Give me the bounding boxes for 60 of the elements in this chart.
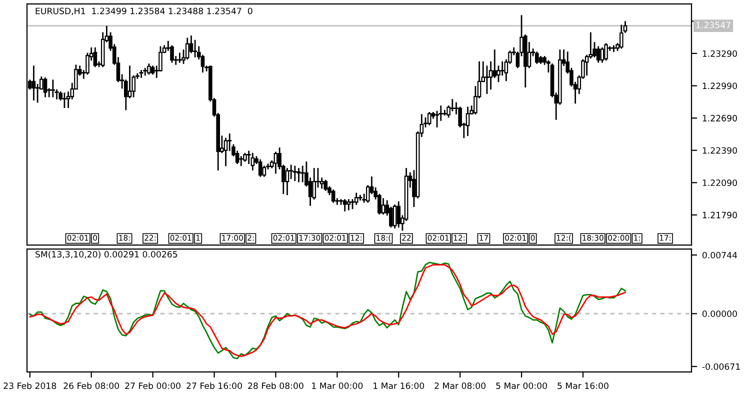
candlestick	[612, 45, 616, 52]
candlestick	[285, 168, 290, 196]
candlestick	[239, 156, 244, 166]
y-tick-label: 1.21790	[702, 212, 737, 218]
x-tick-label: 23 Feb 2018	[4, 382, 56, 390]
x-tick-label: 5 Mar 00:00	[496, 382, 547, 390]
candlestick	[466, 106, 470, 136]
y-tick-label: 1.23290	[702, 50, 737, 57]
chart-title: EURUSD,H1 1.23499 1.23584 1.23488 1.23547 0	[36, 8, 252, 16]
y-tick-label: 0.00000	[702, 310, 737, 318]
x-tick-label: 1 Mar 16:00	[374, 382, 424, 390]
ref-line-label: 1.23547	[696, 22, 730, 28]
candlestick	[139, 70, 144, 78]
candlestick	[178, 52, 182, 63]
y-tick-label: 1.22690	[702, 114, 737, 122]
x-tick-label: 27 Feb 16:00	[186, 382, 242, 390]
candlestick	[324, 180, 328, 191]
y-tick-label: 1.22390	[702, 147, 737, 154]
candlestick	[604, 43, 608, 61]
candlestick	[250, 152, 255, 170]
candlestick	[620, 24, 624, 49]
candlestick	[147, 64, 151, 75]
candlestick	[381, 198, 386, 215]
candlestick	[32, 66, 36, 100]
x-tick-label: 26 Feb 08:00	[64, 382, 120, 390]
candlestick	[496, 66, 500, 82]
candlestick	[342, 199, 347, 212]
x-tick-label: 1 Mar 00:00	[312, 382, 363, 390]
candlestick	[396, 201, 401, 228]
candlestick	[535, 52, 539, 64]
chart-title: SM(13,3,10,20) 0.00291 0.00265	[36, 250, 178, 259]
candlestick	[442, 110, 447, 116]
y-tick-label: -0.00671	[702, 363, 740, 370]
x-tick-label: 2 Mar 08:00	[434, 382, 486, 390]
candlestick	[354, 192, 358, 205]
y-tick-label: 1.22990	[702, 82, 737, 90]
candlestick	[262, 166, 266, 177]
candlestick	[128, 66, 132, 98]
x-tick-label: 27 Feb 00:00	[125, 382, 180, 390]
candlestick	[346, 199, 351, 210]
candlestick	[427, 112, 432, 126]
candlestick	[170, 45, 174, 63]
candlestick	[274, 152, 278, 174]
candlestick	[596, 46, 600, 63]
candlestick	[392, 204, 397, 229]
candlestick	[224, 138, 228, 166]
candlestick	[331, 189, 336, 203]
x-tick-label: 28 Feb 08:00	[248, 382, 304, 390]
candlestick	[185, 38, 190, 60]
candlestick	[500, 61, 504, 76]
candlestick	[43, 78, 48, 98]
candlestick	[600, 47, 604, 63]
x-tick-label: 5 Mar 16:00	[558, 382, 608, 390]
candlestick	[358, 194, 362, 201]
y-tick-label: 0.00744	[702, 252, 738, 258]
candlestick	[258, 159, 262, 177]
candlestick	[296, 168, 301, 182]
candlestick	[93, 47, 98, 68]
y-tick-label: 1.22090	[702, 180, 737, 186]
candlestick	[492, 50, 497, 78]
